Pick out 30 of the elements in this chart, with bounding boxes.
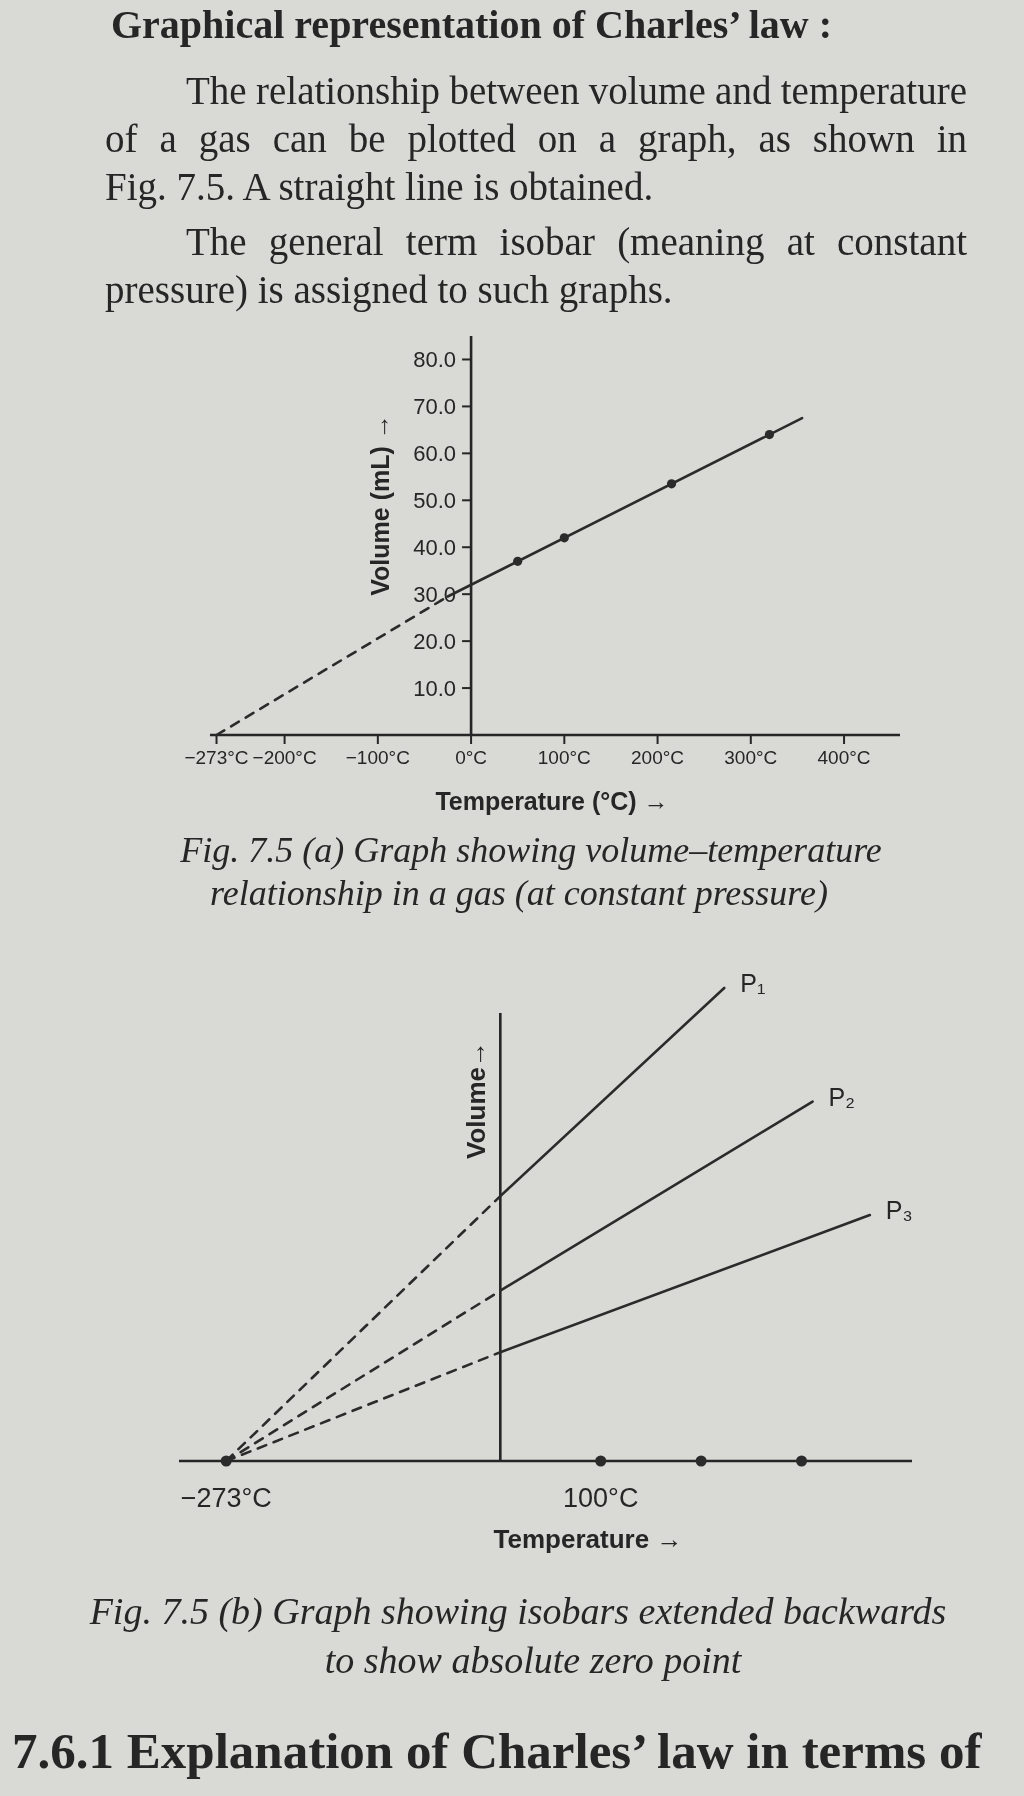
x-tick-label: −200°C — [252, 747, 317, 768]
y-tick-label: 80.0 — [413, 347, 457, 373]
series-label: P₂ — [828, 1082, 855, 1111]
x-axis-title: Temperature → — [493, 1524, 683, 1554]
y-tick-label: 40.0 — [413, 534, 457, 560]
y-tick-label: 70.0 — [413, 394, 457, 420]
chart-title: Graphical representation of Charles’ law : — [111, 2, 833, 47]
y-tick-label: 30.0 — [413, 581, 457, 607]
chart-subtitle: The relationship between volume and temperature of a gas can be plotted on a graph, as shown in Fig. 7.5. A straight line is obtained. The general term isobar (meaning at constant pressure) is assigned to such graphs. — [105, 69, 968, 312]
y-tick-label: 50.0 — [413, 487, 457, 513]
x-tick-label: 300°C — [724, 747, 778, 768]
caption: Fig. 7.5 (b) Graph showing isobars extended backwards to show absolute zero point — [88, 1590, 947, 1681]
x-tick-label: −273°C — [184, 747, 249, 768]
x-tick-label: 100°C — [563, 1483, 639, 1513]
y-axis-title: Volume (mL) → — [365, 414, 394, 596]
series-label: P₃ — [885, 1196, 913, 1225]
x-tick-label: 400°C — [817, 747, 871, 768]
y-tick-label: 20.0 — [413, 628, 457, 654]
caption: Fig. 7.5 (a) Graph showing volume–temperature relationship in a gas (at constant pressure) — [179, 830, 882, 913]
x-tick-label: −100°C — [345, 747, 410, 768]
x-axis-title: Temperature (°C) → — [435, 787, 669, 815]
series-label: P₁ — [740, 969, 766, 997]
x-tick-label: 0°C — [455, 747, 488, 768]
y-tick-label: 60.0 — [413, 441, 457, 467]
y-tick-label: 10.0 — [413, 675, 457, 701]
x-tick-label: −273°C — [180, 1483, 272, 1513]
text: 7.6.1 Explanation of Charles’ law in terms of — [12, 1723, 983, 1779]
x-tick-label: 100°C — [537, 747, 591, 768]
x-tick-label: 200°C — [631, 747, 685, 768]
y-axis-title: Volume→ — [461, 1041, 492, 1159]
